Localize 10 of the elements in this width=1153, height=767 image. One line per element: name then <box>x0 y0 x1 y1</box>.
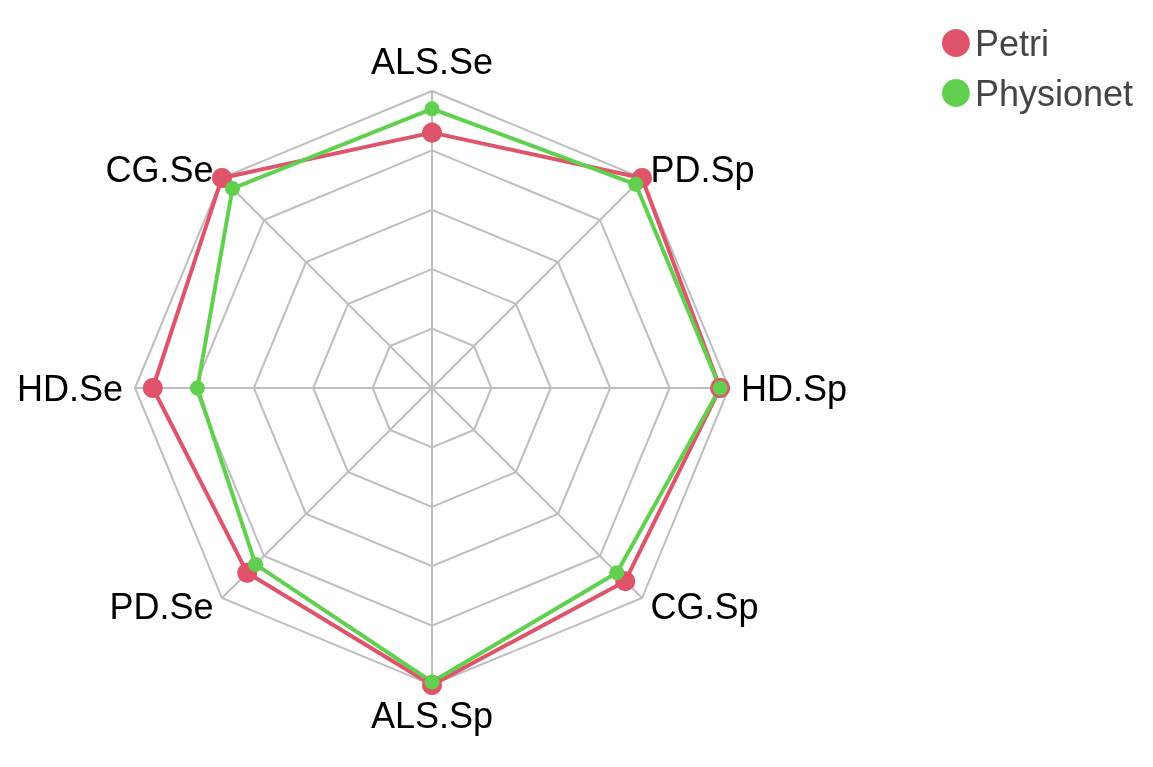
legend-label: Physionet <box>974 72 1134 114</box>
legend-label: Petri <box>974 22 1049 64</box>
spoke-label: HD.Sp <box>741 367 848 409</box>
spoke-label: PD.Se <box>109 586 214 627</box>
spoke-label: ALS.Sp <box>370 694 494 736</box>
spoke-label: ALS.Se <box>370 40 494 82</box>
spoke-label: PD.Sp <box>650 149 755 190</box>
spoke-label: CG.Se <box>105 149 214 190</box>
spoke-label: CG.Sp <box>650 586 759 627</box>
spoke-label: HD.Se <box>16 367 123 409</box>
